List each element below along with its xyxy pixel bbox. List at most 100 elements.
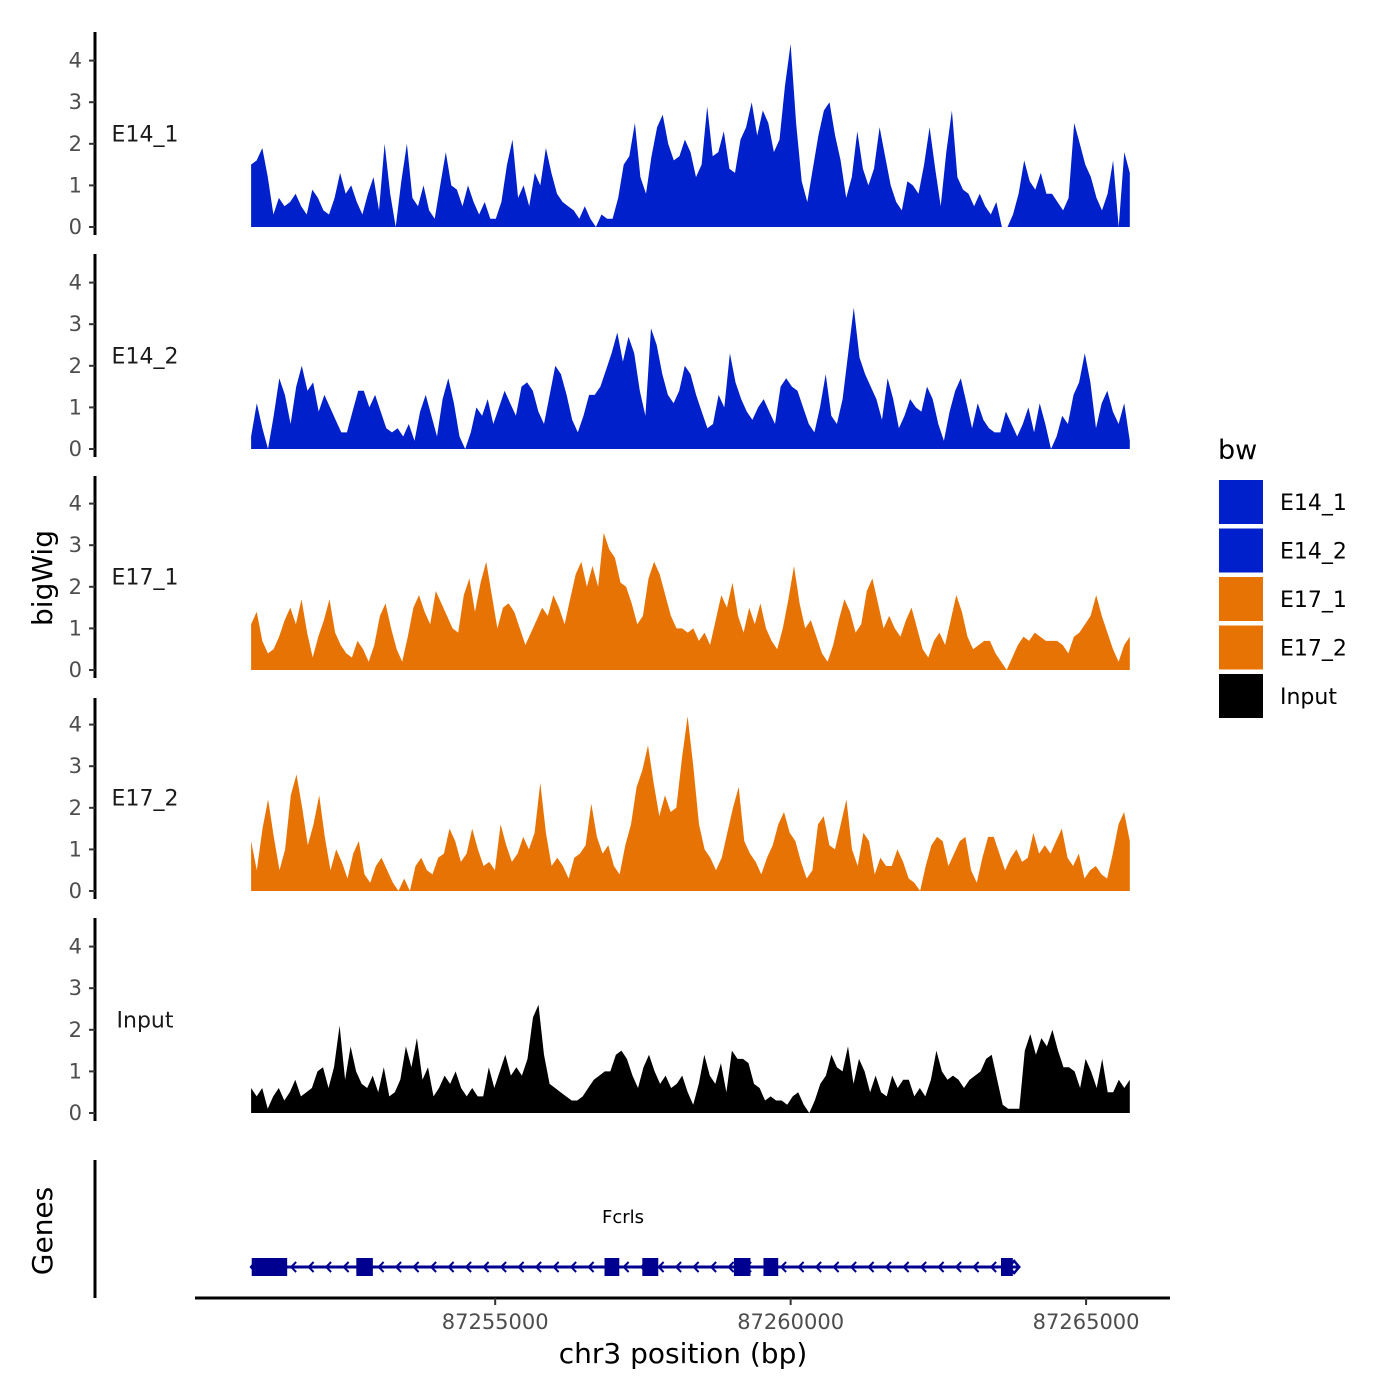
track-label: Input bbox=[117, 1008, 174, 1033]
gene-exon bbox=[642, 1258, 659, 1276]
legend-key-e14_2 bbox=[1219, 528, 1263, 573]
y-tick-label: 2 bbox=[69, 354, 82, 378]
strand-arrow bbox=[779, 1261, 787, 1273]
legend-key-e17_1 bbox=[1219, 577, 1263, 621]
strand-arrow bbox=[517, 1261, 525, 1273]
bigwig-tracks: 0 1 2 3 4 E14_1 0 1 2 3 4 E14_2 0 1 2 3 4 E17_1 0 1 2 3 4 E17_2… bbox=[69, 32, 1130, 1125]
strand-arrow bbox=[289, 1261, 297, 1273]
track-e14_2: 0 1 2 3 4 E14_2 bbox=[69, 254, 1130, 461]
y-tick-label: 2 bbox=[69, 796, 82, 820]
legend: bw E14_1 E14_2 E17_1 E17_2 Input bbox=[1218, 435, 1347, 718]
legend-label: E17_1 bbox=[1280, 588, 1347, 613]
track-label: E17_1 bbox=[112, 565, 179, 590]
x-axis-title: chr3 position (bp) bbox=[559, 1337, 808, 1370]
gene-track: Fcrls bbox=[93, 1160, 1021, 1298]
x-axis: 87255000 87260000 87265000 bbox=[195, 1296, 1170, 1334]
strand-arrow bbox=[919, 1261, 927, 1273]
y-tick-label: 3 bbox=[69, 312, 82, 336]
y-tick-label: 3 bbox=[69, 976, 82, 1000]
legend-label: E14_1 bbox=[1280, 491, 1347, 516]
gene-start-cap bbox=[249, 1259, 259, 1275]
strand-arrow bbox=[989, 1261, 997, 1273]
track-e14_1: 0 1 2 3 4 E14_1 bbox=[69, 32, 1130, 239]
strand-arrow bbox=[377, 1261, 385, 1273]
strand-arrow bbox=[709, 1261, 717, 1273]
y-tick-label: 0 bbox=[69, 658, 82, 682]
track-area-e17_1 bbox=[251, 532, 1130, 670]
track-area-e17_2 bbox=[251, 716, 1130, 891]
x-tick-label: 87260000 bbox=[737, 1310, 844, 1334]
gene-name-label: Fcrls bbox=[602, 1207, 644, 1228]
strand-arrow bbox=[937, 1261, 945, 1273]
legend-key-e14_1 bbox=[1219, 480, 1263, 524]
y-tick-label: 3 bbox=[69, 533, 82, 557]
strand-arrow bbox=[394, 1261, 402, 1273]
y-tick-label: 4 bbox=[69, 271, 82, 295]
strand-arrow bbox=[324, 1261, 332, 1273]
y-tick-label: 1 bbox=[69, 616, 82, 640]
track-label: E14_1 bbox=[112, 122, 179, 147]
y-tick-label: 4 bbox=[69, 49, 82, 73]
strand-arrow bbox=[902, 1261, 910, 1273]
strand-arrow bbox=[797, 1261, 805, 1273]
legend-label: Input bbox=[1280, 685, 1337, 710]
y-tick-label: 4 bbox=[69, 935, 82, 959]
strand-arrow bbox=[464, 1261, 472, 1273]
gene-exon bbox=[251, 1258, 288, 1276]
strand-arrow bbox=[499, 1261, 507, 1273]
legend-key-e17_2 bbox=[1219, 625, 1263, 670]
gene-end-cap bbox=[1012, 1259, 1021, 1275]
x-tick-label: 87265000 bbox=[1033, 1310, 1140, 1334]
gene-exon bbox=[763, 1258, 779, 1276]
x-tick-label: 87255000 bbox=[442, 1310, 549, 1334]
genes-axis-title: Genes bbox=[26, 1187, 59, 1275]
y-tick-label: 4 bbox=[69, 492, 82, 516]
y-tick-label: 3 bbox=[69, 754, 82, 778]
strand-arrow bbox=[954, 1261, 962, 1273]
strand-arrow bbox=[482, 1261, 490, 1273]
strand-arrow bbox=[867, 1261, 875, 1273]
strand-arrow bbox=[307, 1261, 315, 1273]
track-area-e14_1 bbox=[251, 44, 1130, 227]
y-tick-label: 0 bbox=[69, 437, 82, 461]
track-label: E17_2 bbox=[112, 786, 179, 811]
y-tick-label: 1 bbox=[69, 1059, 82, 1083]
y-axis-title: bigWig bbox=[26, 530, 59, 626]
strand-arrow bbox=[727, 1261, 735, 1273]
y-tick-label: 4 bbox=[69, 713, 82, 737]
gene-exon bbox=[733, 1258, 751, 1276]
strand-arrow bbox=[552, 1261, 560, 1273]
y-tick-label: 2 bbox=[69, 1018, 82, 1042]
strand-arrow bbox=[849, 1261, 857, 1273]
y-tick-label: 0 bbox=[69, 215, 82, 239]
y-tick-label: 2 bbox=[69, 132, 82, 156]
strand-arrow bbox=[534, 1261, 542, 1273]
y-tick-label: 0 bbox=[69, 1101, 82, 1125]
strand-arrow bbox=[412, 1261, 420, 1273]
strand-arrow bbox=[429, 1261, 437, 1273]
legend-label: E17_2 bbox=[1280, 637, 1347, 662]
y-tick-label: 1 bbox=[69, 173, 82, 197]
y-tick-label: 1 bbox=[69, 395, 82, 419]
gene-exon bbox=[356, 1258, 373, 1276]
strand-arrow bbox=[587, 1261, 595, 1273]
strand-arrow bbox=[657, 1261, 665, 1273]
strand-arrow bbox=[884, 1261, 892, 1273]
strand-arrow bbox=[832, 1261, 840, 1273]
track-input: 0 1 2 3 4 Input bbox=[69, 918, 1130, 1125]
strand-arrow bbox=[447, 1261, 455, 1273]
track-e17_2: 0 1 2 3 4 E17_2 bbox=[69, 698, 1130, 903]
strand-arrow bbox=[814, 1261, 822, 1273]
y-tick-label: 2 bbox=[69, 575, 82, 599]
legend-label: E14_2 bbox=[1280, 540, 1347, 565]
strand-arrow bbox=[569, 1261, 577, 1273]
gene-exon bbox=[604, 1258, 620, 1276]
strand-arrow bbox=[692, 1261, 700, 1273]
y-tick-label: 0 bbox=[69, 879, 82, 903]
legend-key-input bbox=[1219, 674, 1263, 718]
track-area-input bbox=[251, 1004, 1130, 1113]
track-area-e14_2 bbox=[251, 307, 1130, 449]
strand-arrow bbox=[674, 1261, 682, 1273]
track-e17_1: 0 1 2 3 4 E17_1 bbox=[69, 476, 1130, 682]
